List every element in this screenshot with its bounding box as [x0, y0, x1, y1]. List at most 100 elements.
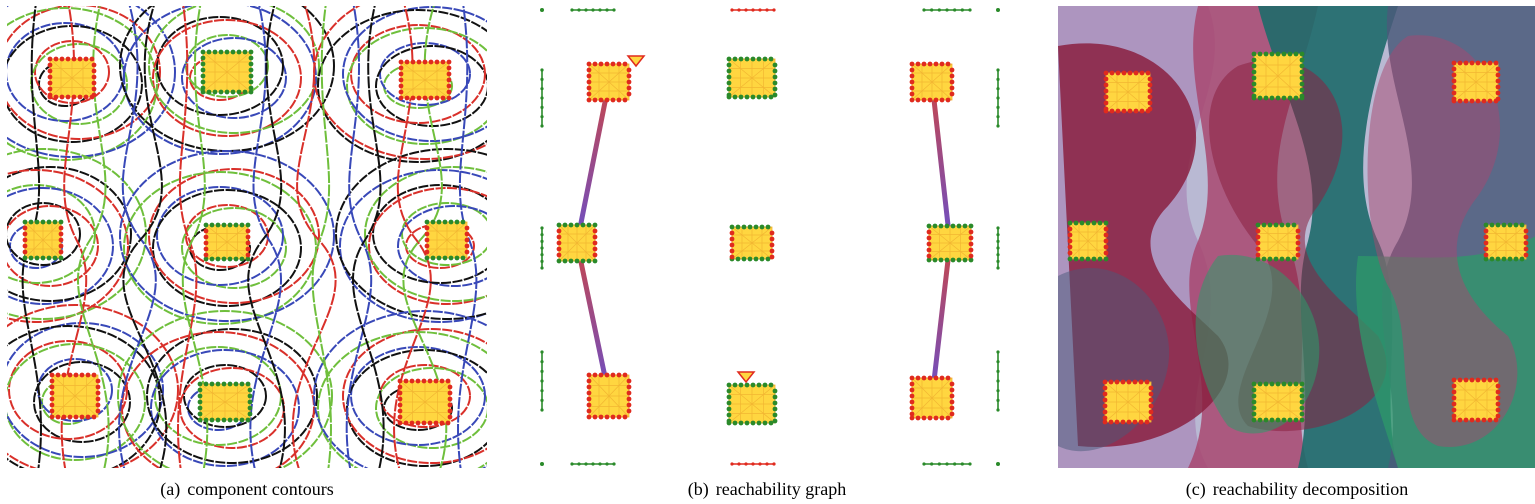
boundary-dot — [1295, 246, 1301, 252]
boundary-dot — [1287, 381, 1293, 387]
boundary-dot — [58, 219, 64, 225]
boundary-dot — [738, 420, 744, 426]
boundary-dot — [586, 258, 592, 264]
boundary-dot — [1495, 72, 1501, 78]
boundary-dot — [85, 414, 91, 420]
contour-loop — [123, 6, 317, 155]
boundary-dot — [95, 384, 101, 390]
boundary-dot — [247, 387, 253, 393]
boundary-dot — [586, 79, 592, 85]
boundary-dot — [71, 56, 77, 62]
boundary-dot — [1291, 256, 1297, 262]
boundary-dot — [1103, 76, 1109, 82]
boundary-dot — [1067, 238, 1073, 244]
boundary-dot — [1103, 88, 1109, 94]
boundary-dot — [927, 415, 933, 421]
contour-loop — [148, 168, 320, 304]
boundary-dot — [203, 256, 209, 262]
boundary-dot — [592, 97, 598, 103]
boundary-dot — [1281, 51, 1287, 57]
boundary-dot — [1251, 387, 1257, 393]
boundary-dot — [730, 462, 734, 466]
boundary-dot — [1275, 417, 1281, 423]
boundary-dot — [540, 398, 544, 402]
boundary-dot — [1299, 57, 1305, 63]
boundary-dot — [421, 378, 427, 384]
boundary-dot — [616, 372, 622, 378]
boundary-dot — [772, 400, 778, 406]
boundary-dot — [765, 224, 771, 230]
boundary-dot — [446, 83, 452, 89]
boundary-dot — [1451, 84, 1457, 90]
contour-loop — [152, 189, 302, 307]
boundary-dot — [233, 417, 239, 423]
boundary-dot — [939, 97, 945, 103]
boundary-dot — [91, 80, 97, 86]
boundary-dot — [416, 95, 422, 101]
boundary-dot — [221, 381, 227, 387]
contour-loop — [146, 328, 318, 464]
boundary-dot — [218, 89, 224, 95]
boundary-dot — [996, 389, 1000, 393]
boundary-dot — [448, 255, 454, 261]
boundary-dot — [397, 408, 403, 414]
boundary-dot — [424, 249, 430, 255]
boundary-dot — [765, 8, 769, 12]
component-marker — [424, 219, 470, 261]
boundary-dot — [756, 56, 762, 62]
boundary-dot — [1148, 391, 1154, 397]
boundary-dot — [230, 49, 236, 55]
boundary-dot — [584, 8, 588, 12]
boundary-dot — [1103, 244, 1109, 250]
boundary-dot — [49, 396, 55, 402]
boundary-dot — [446, 59, 452, 65]
boundary-dot — [221, 222, 227, 228]
boundary-dot — [197, 393, 203, 399]
component-hatch — [24, 221, 62, 259]
boundary-dot — [591, 8, 595, 12]
boundary-dot — [1489, 256, 1495, 262]
boundary-dot — [22, 249, 28, 255]
boundary-dot — [1495, 66, 1501, 72]
boundary-dot — [570, 8, 574, 12]
boundary-dot — [927, 375, 933, 381]
boundary-dot — [922, 8, 926, 12]
boundary-dot — [55, 414, 61, 420]
boundary-dot — [1144, 379, 1150, 385]
boundary-dot — [197, 399, 203, 405]
boundary-dot — [909, 393, 915, 399]
boundary-dot — [1281, 381, 1287, 387]
contour-loop — [401, 202, 487, 266]
boundary-dot — [227, 381, 233, 387]
boundary-dot — [58, 243, 64, 249]
boundary-dot — [430, 219, 436, 225]
boundary-dot — [212, 89, 218, 95]
boundary-dot — [744, 94, 750, 100]
boundary-dot — [1067, 232, 1073, 238]
boundary-dot — [1114, 379, 1120, 385]
boundary-dot — [540, 226, 544, 230]
boundary-dot — [1127, 108, 1133, 114]
boundary-dot — [612, 8, 616, 12]
boundary-dot — [949, 85, 955, 91]
boundary-dot — [1523, 240, 1529, 246]
boundary-dot — [239, 222, 245, 228]
boundary-dot — [464, 231, 470, 237]
boundary-dot — [248, 67, 254, 73]
contour-curve — [311, 6, 332, 468]
boundary-dot — [403, 378, 409, 384]
boundary-dot — [744, 420, 750, 426]
boundary-dot — [1475, 417, 1481, 423]
boundary-dot — [28, 219, 34, 225]
boundary-dot — [944, 223, 950, 229]
boundary-dot — [726, 86, 732, 92]
boundary-dot — [1114, 419, 1120, 425]
boundary-dot — [909, 61, 915, 67]
boundary-dot — [1269, 381, 1275, 387]
boundary-dot — [921, 375, 927, 381]
boundary-dot — [22, 237, 28, 243]
boundary-dot — [540, 87, 544, 91]
boundary-dot — [1102, 397, 1108, 403]
boundary-dot — [1147, 82, 1153, 88]
boundary-dot — [750, 420, 756, 426]
